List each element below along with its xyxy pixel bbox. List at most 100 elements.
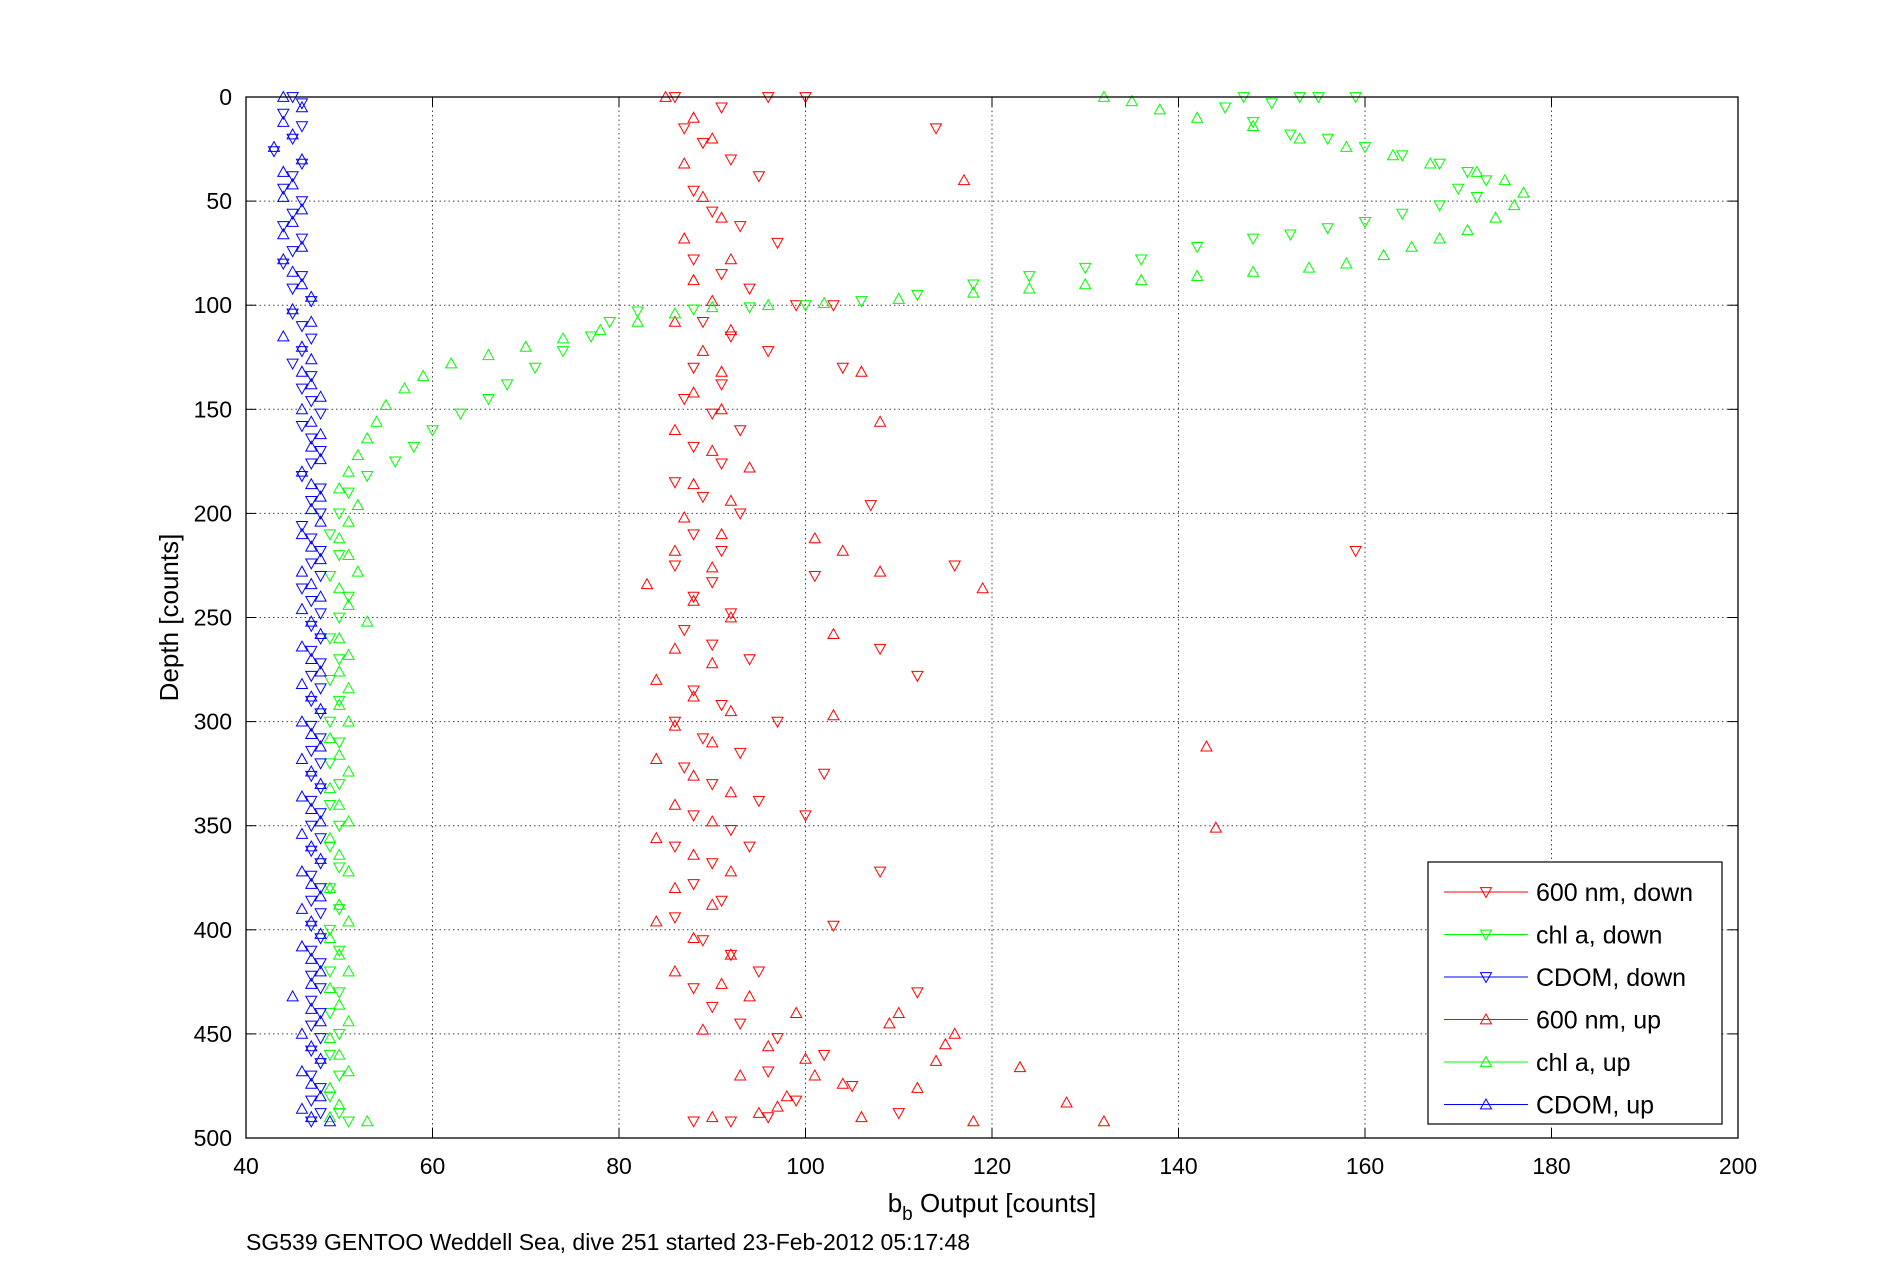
data-point bbox=[286, 989, 299, 1002]
data-point bbox=[668, 964, 682, 977]
data-point bbox=[323, 1114, 337, 1127]
data-point bbox=[715, 977, 728, 989]
data-point bbox=[649, 914, 663, 927]
data-point bbox=[1321, 223, 1335, 235]
data-point bbox=[304, 1002, 318, 1014]
data-point bbox=[1060, 1096, 1073, 1108]
data-point bbox=[705, 561, 719, 573]
data-point bbox=[304, 377, 318, 390]
data-point bbox=[1377, 248, 1390, 261]
data-point bbox=[304, 502, 318, 515]
data-point bbox=[705, 858, 719, 870]
data-point bbox=[724, 948, 738, 960]
data-point bbox=[967, 1114, 980, 1127]
data-point bbox=[705, 779, 719, 791]
data-point bbox=[286, 177, 299, 190]
data-point bbox=[687, 477, 700, 490]
data-point bbox=[323, 731, 337, 744]
legend-label: chl a, up bbox=[1536, 1049, 1631, 1077]
data-point bbox=[332, 1029, 346, 1041]
legend-label: CDOM, up bbox=[1536, 1092, 1654, 1120]
data-point bbox=[304, 652, 318, 665]
data-point bbox=[528, 362, 542, 375]
data-point bbox=[332, 820, 346, 833]
data-point bbox=[743, 302, 756, 314]
data-point bbox=[1246, 233, 1260, 246]
data-point bbox=[295, 602, 309, 615]
data-point bbox=[323, 883, 337, 895]
data-point bbox=[286, 215, 299, 227]
data-point bbox=[304, 795, 318, 808]
data-point bbox=[286, 358, 299, 371]
data-point bbox=[304, 1077, 318, 1089]
data-point bbox=[687, 591, 700, 604]
data-point bbox=[677, 157, 691, 169]
data-point bbox=[267, 140, 281, 152]
data-point bbox=[1479, 175, 1493, 187]
data-point bbox=[323, 716, 337, 729]
data-point bbox=[1078, 262, 1092, 275]
data-point bbox=[304, 533, 318, 545]
data-point bbox=[304, 745, 318, 758]
data-point bbox=[668, 841, 682, 854]
data-point bbox=[304, 870, 318, 883]
legend: 600 nm, down chl a, down CDOM, down 600 nm,… bbox=[1427, 861, 1723, 1125]
data-point bbox=[314, 702, 327, 715]
data-point bbox=[332, 779, 346, 791]
data-point bbox=[314, 390, 327, 402]
legend-label: 600 nm, down bbox=[1536, 879, 1693, 907]
data-point bbox=[323, 1031, 337, 1043]
data-point bbox=[295, 196, 309, 208]
data-point bbox=[314, 665, 327, 677]
data-point bbox=[799, 300, 812, 312]
data-point bbox=[715, 527, 728, 540]
data-point bbox=[304, 577, 318, 590]
data-point bbox=[304, 458, 318, 470]
data-point bbox=[314, 1108, 327, 1120]
data-point bbox=[314, 658, 327, 670]
data-point bbox=[332, 654, 346, 666]
data-point bbox=[687, 1116, 700, 1128]
data-point bbox=[948, 1027, 962, 1039]
data-point bbox=[342, 765, 355, 777]
data-point bbox=[705, 735, 719, 748]
data-point bbox=[668, 642, 682, 654]
data-point bbox=[771, 1033, 784, 1045]
data-point bbox=[631, 315, 644, 327]
data-point bbox=[407, 441, 421, 454]
data-point bbox=[687, 690, 700, 702]
data-point bbox=[873, 415, 887, 427]
data-point bbox=[332, 848, 346, 860]
data-point bbox=[687, 362, 700, 375]
data-point bbox=[304, 315, 318, 327]
data-point bbox=[957, 173, 971, 186]
data-point bbox=[752, 966, 766, 978]
data-point bbox=[668, 719, 682, 731]
data-point bbox=[1470, 165, 1484, 177]
data-point bbox=[314, 552, 327, 565]
data-point bbox=[724, 704, 738, 717]
data-point bbox=[286, 208, 299, 221]
data-point bbox=[827, 300, 840, 312]
legend-label: CDOM, down bbox=[1536, 964, 1686, 992]
data-point bbox=[743, 654, 756, 666]
data-point bbox=[304, 558, 318, 570]
data-point bbox=[276, 165, 290, 177]
data-point bbox=[332, 862, 346, 874]
data-point bbox=[789, 300, 803, 312]
data-point bbox=[295, 421, 309, 433]
data-point bbox=[696, 190, 710, 202]
data-point bbox=[332, 581, 346, 594]
data-point bbox=[855, 1110, 868, 1123]
data-point bbox=[1246, 117, 1260, 129]
data-point bbox=[360, 615, 374, 627]
data-point bbox=[817, 1049, 831, 1062]
data-point bbox=[640, 577, 654, 590]
data-point bbox=[1433, 200, 1446, 212]
data-point bbox=[351, 498, 365, 510]
data-point bbox=[360, 431, 374, 444]
data-point bbox=[314, 427, 327, 440]
data-point bbox=[687, 304, 700, 316]
data-point bbox=[1284, 229, 1297, 241]
y-tick-label: 500 bbox=[194, 1125, 232, 1151]
